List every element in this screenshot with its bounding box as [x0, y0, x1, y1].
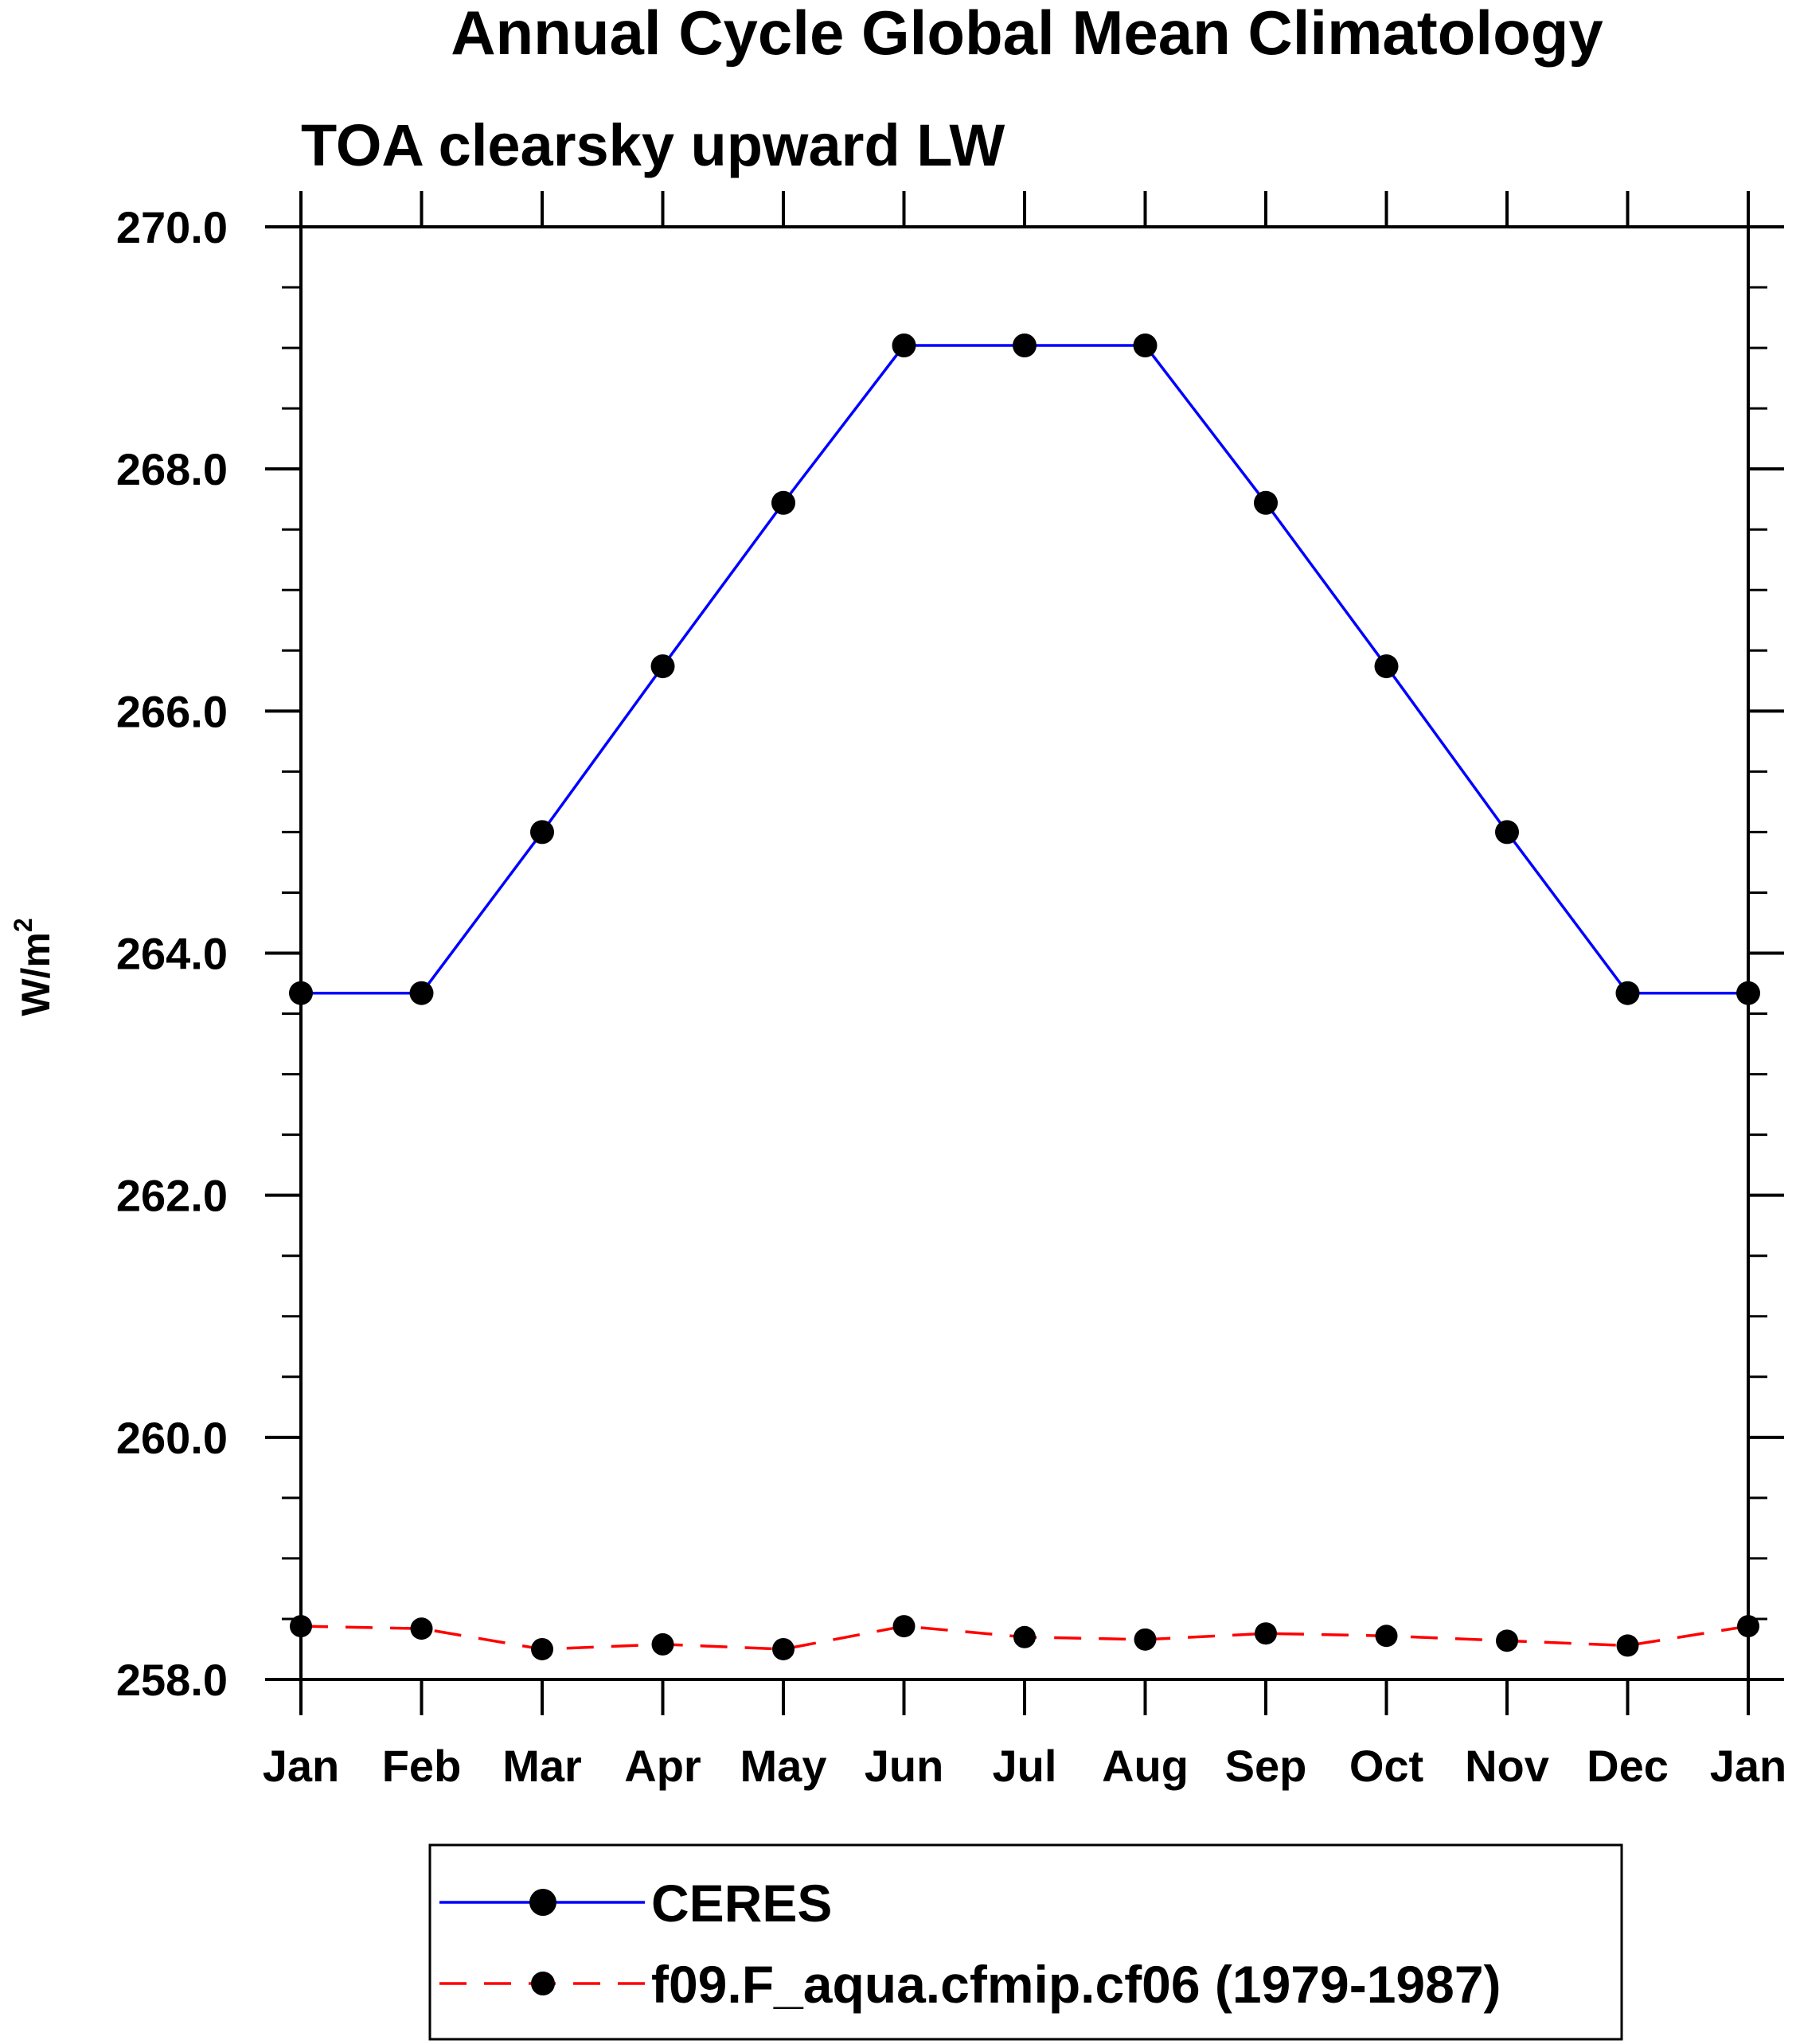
series-1-point: [651, 1632, 674, 1656]
y-axis-label: W/m2: [9, 918, 58, 1016]
series-1-point: [531, 1637, 553, 1660]
chart-title: Annual Cycle Global Mean Climatology: [451, 0, 1603, 68]
legend: CERES f09.F_aqua.cfmip.cf06 (1979-1987): [439, 1874, 1501, 2014]
series-1-point: [1496, 1629, 1518, 1652]
series-0-point: [892, 334, 916, 358]
x-tick-label-mar: Mar: [502, 1741, 582, 1791]
plot-frame: [299, 225, 1750, 1681]
x-tick-label-feb: Feb: [382, 1741, 462, 1791]
axis-ticks: 258.0 260.0 262.0 264.0 266.0 268.0 270.0 Jan Fe…: [116, 191, 1786, 1791]
series-1-point: [1616, 1634, 1639, 1657]
series-1-point: [1255, 1622, 1277, 1645]
y-tick-label: 268.0: [116, 444, 228, 494]
y-tick-label: 270.0: [116, 202, 228, 252]
legend-label-0: CERES: [651, 1874, 832, 1933]
series-1-point: [772, 1637, 795, 1660]
y-tick-label: 262.0: [116, 1171, 228, 1221]
legend-marker-0: [529, 1889, 556, 1916]
x-tick-label-sep: Sep: [1225, 1741, 1307, 1791]
series-1-point: [410, 1617, 433, 1640]
y-axis-label-superscript: 2: [9, 918, 37, 932]
x-tick-label-dec: Dec: [1587, 1741, 1669, 1791]
x-tick-label-may: May: [740, 1741, 827, 1791]
series-1-point: [1375, 1625, 1398, 1648]
x-tick-label-apr: Apr: [624, 1741, 701, 1791]
series-0-point: [1013, 334, 1037, 358]
legend-box: [428, 1843, 1623, 2041]
y-axis-label-base: W/m: [14, 932, 58, 1016]
series-layer: [289, 334, 1760, 1660]
legend-label-1: f09.F_aqua.cfmip.cf06 (1979-1987): [651, 1955, 1501, 2014]
series-0-point: [409, 981, 434, 1005]
series-0-point: [771, 490, 795, 515]
series-0-point: [1254, 490, 1278, 515]
y-tick-label: 264.0: [116, 929, 228, 979]
series-0-point: [530, 820, 554, 845]
series-0-point: [289, 981, 313, 1005]
series-0-point: [1495, 820, 1519, 845]
series-1-point: [290, 1615, 312, 1638]
legend-marker-1: [531, 1972, 555, 1995]
x-tick-label-nov: Nov: [1465, 1741, 1549, 1791]
series-line-0: [301, 344, 1748, 995]
x-tick-label-oct: Oct: [1349, 1741, 1423, 1791]
x-tick-label-aug: Aug: [1102, 1741, 1189, 1791]
svg-text:W/m2: W/m2: [9, 918, 58, 1016]
x-tick-label-jan: Jan: [1710, 1741, 1787, 1791]
series-0-point: [1374, 654, 1399, 679]
y-tick-label: 260.0: [116, 1413, 228, 1463]
series-0-point: [1736, 981, 1760, 1005]
x-tick-label-jan: Jan: [263, 1741, 340, 1791]
series-0-point: [1615, 981, 1640, 1005]
series-1-point: [892, 1615, 916, 1638]
chart-subtitle: TOA clearsky upward LW: [301, 112, 1005, 178]
series-1-point: [1737, 1615, 1759, 1638]
series-1-point: [1013, 1625, 1036, 1648]
series-0-point: [1133, 334, 1158, 358]
y-tick-label: 266.0: [116, 686, 228, 736]
x-tick-label-jun: Jun: [865, 1741, 944, 1791]
series-1-point: [1134, 1628, 1157, 1651]
x-tick-label-jul: Jul: [993, 1741, 1057, 1791]
series-0-point: [650, 654, 675, 679]
y-tick-label: 258.0: [116, 1655, 228, 1705]
